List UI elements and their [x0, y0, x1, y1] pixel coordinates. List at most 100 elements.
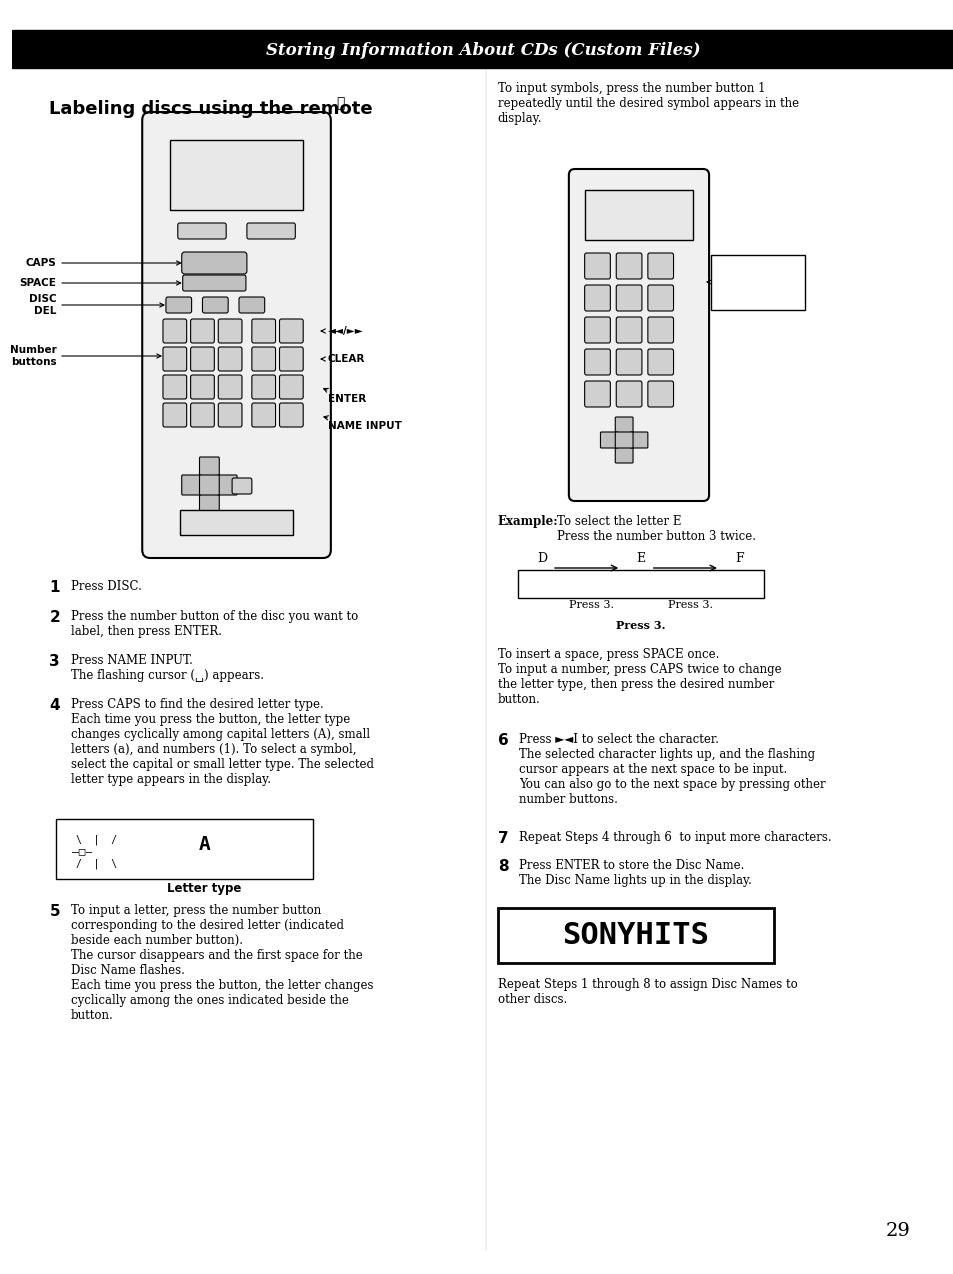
Text: 6: 6 [497, 733, 508, 748]
Bar [497, 908, 774, 963]
Text: 📱: 📱 [335, 96, 344, 110]
FancyBboxPatch shape [166, 297, 192, 313]
FancyBboxPatch shape [584, 285, 610, 311]
FancyBboxPatch shape [191, 318, 214, 343]
Text: Labeling discs using the remote: Labeling discs using the remote [50, 99, 373, 118]
Text: CAPS: CAPS [26, 259, 180, 268]
FancyBboxPatch shape [239, 297, 264, 313]
FancyBboxPatch shape [218, 318, 242, 343]
FancyBboxPatch shape [647, 254, 673, 279]
FancyBboxPatch shape [218, 347, 242, 371]
FancyBboxPatch shape [199, 493, 219, 513]
FancyBboxPatch shape [181, 475, 201, 496]
FancyBboxPatch shape [191, 375, 214, 399]
FancyBboxPatch shape [252, 318, 275, 343]
FancyBboxPatch shape [616, 381, 641, 406]
FancyBboxPatch shape [279, 318, 303, 343]
Text: 2: 2 [50, 610, 60, 626]
FancyBboxPatch shape [142, 112, 331, 558]
FancyBboxPatch shape [217, 475, 236, 496]
FancyBboxPatch shape [199, 457, 219, 476]
Text: 3: 3 [50, 654, 60, 669]
FancyBboxPatch shape [163, 318, 187, 343]
Bar [517, 569, 763, 598]
Text: A: A [198, 834, 210, 854]
Text: Press DISC.: Press DISC. [71, 580, 142, 592]
Text: Press ENTER to store the Disc Name.
The Disc Name lights up in the display.: Press ENTER to store the Disc Name. The … [519, 859, 752, 887]
FancyBboxPatch shape [163, 375, 187, 399]
FancyBboxPatch shape [232, 478, 252, 494]
Text: Example:: Example: [497, 515, 558, 527]
Text: /  |  \: / | \ [76, 857, 117, 869]
Text: 7: 7 [497, 831, 508, 846]
FancyBboxPatch shape [616, 317, 641, 343]
Text: \  |  /: \ | / [76, 834, 117, 845]
Text: CLEAR: CLEAR [321, 354, 365, 364]
Text: Press NAME INPUT.
The flashing cursor (␣) appears.: Press NAME INPUT. The flashing cursor (␣… [71, 654, 264, 682]
Text: Press the number button of the disc you want to
label, then press ENTER.: Press the number button of the disc you … [71, 610, 358, 638]
Text: To insert a space, press SPACE once.
To input a number, press CAPS twice to chan: To insert a space, press SPACE once. To … [497, 648, 781, 706]
Text: To select the letter E
Press the number button 3 twice.: To select the letter E Press the number … [557, 515, 755, 543]
FancyBboxPatch shape [199, 475, 219, 496]
FancyBboxPatch shape [177, 223, 226, 240]
FancyBboxPatch shape [202, 297, 228, 313]
FancyBboxPatch shape [629, 432, 647, 448]
Bar [584, 190, 693, 240]
Bar [179, 510, 293, 535]
FancyBboxPatch shape [218, 403, 242, 427]
FancyBboxPatch shape [181, 252, 247, 274]
FancyBboxPatch shape [584, 254, 610, 279]
FancyBboxPatch shape [647, 381, 673, 406]
FancyBboxPatch shape [252, 375, 275, 399]
Text: Press 3.: Press 3. [569, 600, 614, 610]
FancyBboxPatch shape [615, 447, 633, 462]
Text: 4: 4 [50, 698, 60, 713]
Bar [11, 31, 953, 68]
Text: D: D [537, 552, 547, 564]
Text: 29: 29 [884, 1222, 909, 1240]
FancyBboxPatch shape [163, 347, 187, 371]
FancyBboxPatch shape [616, 254, 641, 279]
FancyBboxPatch shape [191, 347, 214, 371]
FancyBboxPatch shape [584, 349, 610, 375]
FancyBboxPatch shape [615, 432, 633, 448]
Text: To input symbols, press the number button 1
repeatedly until the desired symbol : To input symbols, press the number butto… [497, 82, 798, 125]
Text: SPACE: SPACE [19, 278, 180, 288]
FancyBboxPatch shape [615, 417, 633, 433]
Text: Press 3.: Press 3. [667, 600, 712, 610]
Text: Characters
assigned to
each number
button: Characters assigned to each number butto… [722, 261, 791, 306]
Text: F: F [735, 552, 743, 564]
FancyBboxPatch shape [616, 285, 641, 311]
Text: Press 3.: Press 3. [616, 620, 665, 631]
Bar [56, 819, 313, 879]
Text: 5: 5 [50, 905, 60, 919]
Text: ENTER: ENTER [323, 389, 366, 404]
Text: Letter type: Letter type [167, 882, 241, 896]
FancyBboxPatch shape [647, 285, 673, 311]
FancyBboxPatch shape [616, 349, 641, 375]
Text: Repeat Steps 4 through 6  to input more characters.: Repeat Steps 4 through 6 to input more c… [519, 831, 831, 843]
Text: Repeat Steps 1 through 8 to assign Disc Names to
other discs.: Repeat Steps 1 through 8 to assign Disc … [497, 978, 797, 1006]
Text: Press CAPS to find the desired letter type.
Each time you press the button, the : Press CAPS to find the desired letter ty… [71, 698, 374, 786]
FancyBboxPatch shape [584, 317, 610, 343]
FancyBboxPatch shape [647, 317, 673, 343]
Text: 1: 1 [50, 580, 60, 595]
Text: 8: 8 [497, 859, 508, 874]
Bar [170, 140, 303, 210]
Text: E: E [636, 552, 645, 564]
FancyBboxPatch shape [218, 375, 242, 399]
FancyBboxPatch shape [163, 403, 187, 427]
Text: SONYHITS: SONYHITS [562, 921, 709, 949]
FancyBboxPatch shape [584, 381, 610, 406]
FancyBboxPatch shape [279, 403, 303, 427]
FancyBboxPatch shape [599, 432, 618, 448]
FancyBboxPatch shape [279, 375, 303, 399]
FancyBboxPatch shape [279, 347, 303, 371]
Text: —□—: —□— [72, 846, 92, 856]
Text: DISC
DEL: DISC DEL [29, 294, 164, 316]
FancyBboxPatch shape [183, 275, 246, 290]
FancyBboxPatch shape [568, 169, 708, 501]
Text: Number
buttons: Number buttons [10, 345, 161, 367]
Text: ◄◄/►►: ◄◄/►► [321, 326, 363, 336]
FancyBboxPatch shape [247, 223, 295, 240]
